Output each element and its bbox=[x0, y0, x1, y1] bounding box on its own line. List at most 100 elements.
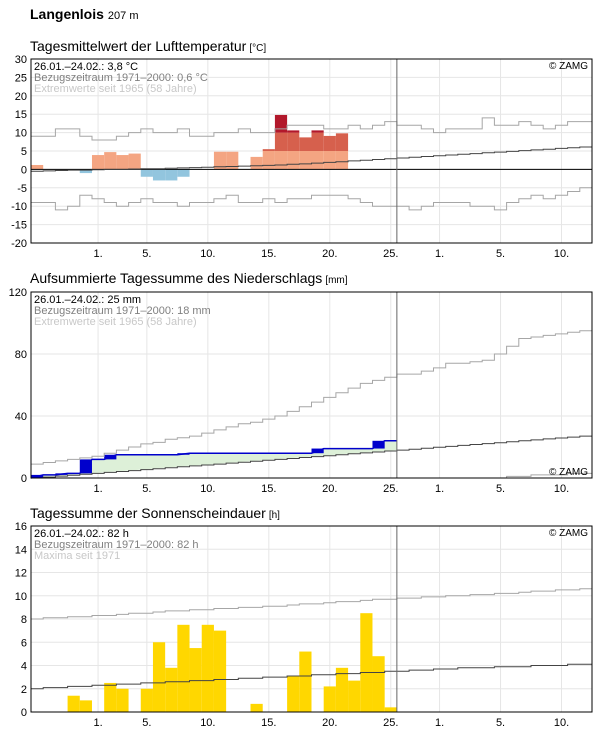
y-tick-label: -15 bbox=[11, 220, 27, 232]
y-tick-label: -5 bbox=[17, 183, 27, 195]
temperature-bar bbox=[299, 137, 312, 151]
temperature-bar bbox=[165, 169, 178, 181]
sunshine-bar bbox=[165, 667, 178, 712]
y-tick-label: 6 bbox=[21, 637, 27, 649]
sunshine-bar bbox=[140, 688, 153, 712]
y-tick-label: 14 bbox=[15, 544, 27, 556]
temperature-bar bbox=[262, 151, 275, 170]
x-tick-label: 20. bbox=[322, 483, 337, 495]
legend-extremes: Extremwerte seit 1965 (58 Jahre) bbox=[34, 83, 197, 95]
temperature-bar bbox=[177, 169, 190, 177]
sunshine-bar bbox=[116, 688, 129, 712]
temperature-bar bbox=[287, 132, 300, 151]
y-tick-label: 80 bbox=[15, 349, 27, 361]
min-extreme-line bbox=[31, 187, 592, 211]
x-tick-label: 10. bbox=[200, 248, 215, 260]
sunshine-bar bbox=[323, 686, 336, 712]
temperature-bar bbox=[91, 155, 105, 170]
x-tick-label: 20. bbox=[322, 717, 337, 729]
sunshine-bar bbox=[360, 613, 373, 712]
sunshine-bar bbox=[348, 680, 361, 712]
precipitation-unit: [mm] bbox=[325, 275, 348, 286]
temperature-bar bbox=[335, 133, 349, 151]
station-header: Langenlois 207 m bbox=[30, 6, 138, 22]
temperature-bar bbox=[323, 135, 336, 151]
y-tick-label: 30 bbox=[15, 54, 27, 66]
x-tick-label: 10. bbox=[554, 717, 569, 729]
sunshine-bar bbox=[79, 700, 92, 712]
y-tick-label: 12 bbox=[15, 568, 27, 580]
min-extreme-line bbox=[31, 472, 592, 479]
plot-frame bbox=[30, 525, 593, 713]
sunshine-unit: [h] bbox=[268, 510, 280, 521]
x-tick-label: 1. bbox=[435, 248, 444, 260]
temperature-bar bbox=[152, 169, 166, 181]
y-tick-label: 25 bbox=[15, 72, 27, 84]
y-tick-label: -10 bbox=[11, 201, 27, 213]
y-tick-label: 15 bbox=[15, 109, 27, 121]
station-name: Langenlois bbox=[30, 6, 104, 22]
temperature-plot: -20 -15 -10 -5 0 5 10 15 20 25 30 1. 5. 10. 15. 20. 25. 1… bbox=[11, 54, 593, 260]
temperature-bar bbox=[250, 156, 263, 170]
y-tick-label: 10 bbox=[15, 591, 27, 603]
max-extreme-line bbox=[31, 330, 592, 465]
y-tick-label: 2 bbox=[21, 684, 27, 696]
x-tick-label: 10. bbox=[200, 483, 215, 495]
x-tick-label: 1. bbox=[435, 717, 444, 729]
temperature-bar bbox=[274, 114, 288, 133]
temperature-bar bbox=[128, 153, 141, 170]
temperature-bar bbox=[262, 149, 275, 151]
legend-reference: Bezugszeitraum 1971–2000: 0,6 °C bbox=[34, 72, 208, 84]
sunshine-bar bbox=[104, 682, 117, 712]
legend-period: 26.01.–24.02.: 3,8 °C bbox=[34, 61, 138, 73]
temperature-bar bbox=[226, 151, 239, 170]
y-tick-label: 0 bbox=[21, 707, 27, 719]
y-tick-label: 8 bbox=[21, 614, 27, 626]
temperature-bar bbox=[213, 151, 227, 170]
temperature-bar bbox=[287, 130, 300, 133]
y-tick-label: 0 bbox=[21, 164, 27, 176]
max-extreme-line bbox=[31, 588, 592, 620]
excess-area bbox=[31, 440, 397, 478]
cumulative-precipitation-line bbox=[30, 440, 397, 479]
x-tick-label: 10. bbox=[554, 248, 569, 260]
temperature-bar bbox=[140, 169, 153, 177]
x-tick-label: 1. bbox=[93, 717, 102, 729]
legend-reference: Bezugszeitraum 1971–2000: 82 h bbox=[34, 539, 199, 551]
y-tick-label: 5 bbox=[21, 146, 27, 158]
legend-extremes: Extremwerte seit 1965 (58 Jahre) bbox=[34, 316, 197, 328]
sunshine-bar bbox=[67, 695, 80, 712]
sunshine-chart-title: Tagessumme der Sonnenscheindauer [h] bbox=[30, 505, 280, 521]
x-tick-label: 5. bbox=[142, 717, 151, 729]
sunshine-bar bbox=[177, 624, 190, 712]
normal-line bbox=[31, 435, 592, 479]
copyright-label: © ZAMG bbox=[549, 467, 588, 478]
y-tick-label: 120 bbox=[9, 287, 27, 299]
temperature-bar bbox=[31, 164, 44, 170]
x-tick-label: 5. bbox=[142, 248, 151, 260]
x-tick-label: 10. bbox=[200, 717, 215, 729]
x-tick-label: 5. bbox=[496, 483, 505, 495]
x-tick-label: 25. bbox=[383, 717, 398, 729]
x-tick-label: 5. bbox=[142, 483, 151, 495]
sunshine-bar bbox=[384, 707, 397, 712]
temperature-bar bbox=[274, 132, 288, 151]
temperature-bar bbox=[323, 151, 336, 170]
station-elevation: 207 m bbox=[107, 10, 139, 22]
y-tick-label: 0 bbox=[21, 473, 27, 485]
sunshine-bar bbox=[335, 667, 349, 712]
sunshine-bar bbox=[152, 642, 166, 712]
legend-reference: Bezugszeitraum 1971–2000: 18 mm bbox=[34, 305, 211, 317]
legend-extremes: Maxima seit 1971 bbox=[34, 550, 120, 562]
plot-frame bbox=[30, 291, 593, 479]
x-tick-label: 20. bbox=[322, 248, 337, 260]
y-tick-label: 16 bbox=[15, 521, 27, 533]
temperature-bar bbox=[104, 152, 117, 170]
y-tick-label: 4 bbox=[21, 661, 27, 673]
x-tick-label: 1. bbox=[93, 248, 102, 260]
x-tick-label: 5. bbox=[496, 717, 505, 729]
legend-period: 26.01.–24.02.: 82 h bbox=[34, 528, 129, 540]
sunshine-bar bbox=[287, 675, 300, 712]
copyright-label: © ZAMG bbox=[549, 61, 588, 72]
x-tick-label: 25. bbox=[383, 483, 398, 495]
